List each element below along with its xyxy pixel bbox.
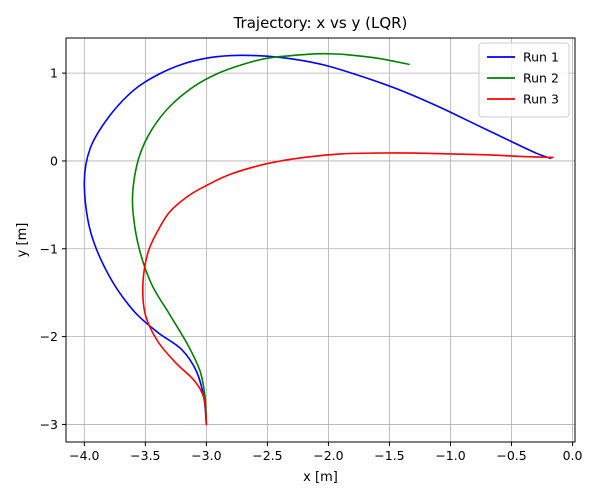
series-group xyxy=(83,52,554,426)
y-tick-label: −2 xyxy=(40,329,58,344)
y-tick-label: −3 xyxy=(40,417,58,432)
x-tick-label: −4.0 xyxy=(69,448,99,463)
chart-title: Trajectory: x vs y (LQR) xyxy=(233,14,408,32)
x-tick-label: −2.5 xyxy=(252,448,282,463)
x-tick-label: −3.0 xyxy=(191,448,221,463)
y-tick-label: −1 xyxy=(40,241,58,256)
x-tick-label: −1.5 xyxy=(374,448,404,463)
x-axis-ticks: −4.0 −3.5 −3.0 −2.5 −2.0 −1.5 −1.0 −0.5 0.0 xyxy=(69,442,583,463)
x-tick-label: −0.5 xyxy=(496,448,526,463)
y-axis-ticks: −3 −2 −1 0 1 xyxy=(40,66,66,432)
x-tick-label: −1.0 xyxy=(435,448,465,463)
x-tick-label: −3.5 xyxy=(130,448,160,463)
legend-label-run-3: Run 3 xyxy=(523,92,559,107)
x-tick-label: −2.0 xyxy=(313,448,343,463)
legend-label-run-2: Run 2 xyxy=(523,71,559,86)
y-tick-label: 0 xyxy=(50,153,58,168)
legend-label-run-1: Run 1 xyxy=(523,50,559,65)
legend-items: Run 1 Run 2 Run 3 xyxy=(487,50,559,107)
legend: Run 1 Run 2 Run 3 xyxy=(478,42,570,118)
y-tick-label: 1 xyxy=(50,66,58,81)
series-line-run-3 xyxy=(141,152,554,426)
y-axis-label: y [m] xyxy=(15,223,30,258)
x-axis-label: x [m] xyxy=(303,470,338,485)
series-line-run-2 xyxy=(131,52,410,426)
plot-frame xyxy=(65,37,576,443)
x-tick-label: 0.0 xyxy=(563,448,583,463)
